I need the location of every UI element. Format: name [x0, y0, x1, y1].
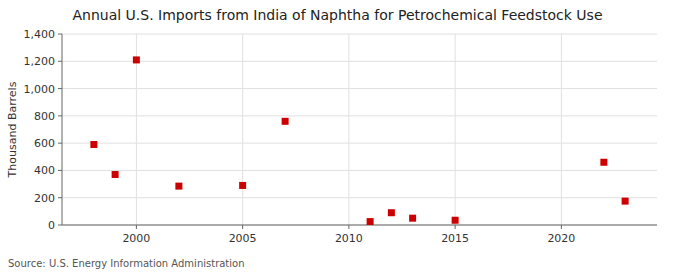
x-tick — [242, 225, 243, 229]
chart-title: Annual U.S. Imports from India of Naphth… — [72, 7, 602, 23]
scatter-point — [409, 215, 416, 222]
x-tick — [455, 225, 456, 229]
y-tick-label: 1,400 — [24, 28, 56, 41]
source-annotation: Source: U.S. Energy Information Administ… — [8, 258, 245, 269]
scatter-point — [452, 217, 459, 224]
x-tick-label: 2005 — [229, 232, 257, 245]
y-tick-label: 600 — [34, 137, 55, 150]
scatter-point — [367, 218, 374, 225]
y-tick — [58, 170, 62, 171]
y-tick-label: 400 — [34, 164, 55, 177]
y-tick — [58, 61, 62, 62]
y-tick — [58, 88, 62, 89]
y-grid-line — [62, 34, 657, 35]
data-points — [90, 56, 628, 225]
x-tick — [136, 225, 137, 229]
x-tick-label: 2000 — [122, 232, 150, 245]
y-tick — [58, 115, 62, 116]
x-tick-label: 2020 — [547, 232, 575, 245]
scatter-point — [239, 182, 246, 189]
x-grid-line — [561, 34, 562, 225]
y-grid-line — [62, 225, 657, 226]
scatter-point — [600, 159, 607, 166]
y-tick-label: 1,000 — [24, 83, 56, 96]
chart-svg: 0 200 400 600 800 1,000 1,200 1,400 2000 2005 2010… — [0, 0, 675, 275]
y-tick-label: 1,200 — [24, 55, 56, 68]
x-tick — [561, 225, 562, 229]
x-grid-line — [455, 34, 456, 225]
y-grid-line — [62, 88, 657, 89]
x-tick — [348, 225, 349, 229]
x-tick-label: 2015 — [441, 232, 469, 245]
y-tick-label: 0 — [48, 219, 55, 232]
scatter-point — [133, 56, 140, 63]
y-grid-line — [62, 143, 657, 144]
y-tick-label: 200 — [34, 192, 55, 205]
scatter-point — [112, 171, 119, 178]
y-tick — [58, 225, 62, 226]
scatter-point — [622, 198, 629, 205]
y-grid-line — [62, 197, 657, 198]
y-tick — [58, 34, 62, 35]
y-grid-line — [62, 61, 657, 62]
y-grid-line — [62, 170, 657, 171]
scatter-point — [175, 183, 182, 190]
x-grid-line — [348, 34, 349, 225]
x-axis-line — [62, 225, 657, 226]
scatter-point — [282, 118, 289, 125]
y-tick — [58, 197, 62, 198]
y-tick — [58, 143, 62, 144]
x-grid-line — [242, 34, 243, 225]
y-axis-label: Thousand Barrels — [6, 81, 19, 178]
chart-container: 0 200 400 600 800 1,000 1,200 1,400 2000 2005 2010… — [0, 0, 675, 275]
scatter-point — [90, 141, 97, 148]
axes: 0 200 400 600 800 1,000 1,200 1,400 2000 2005 2010… — [24, 28, 658, 245]
scatter-point — [388, 209, 395, 216]
x-tick-label: 2010 — [335, 232, 363, 245]
grid — [62, 34, 657, 225]
y-axis-line — [62, 34, 63, 225]
y-tick-label: 800 — [34, 110, 55, 123]
y-grid-line — [62, 115, 657, 116]
